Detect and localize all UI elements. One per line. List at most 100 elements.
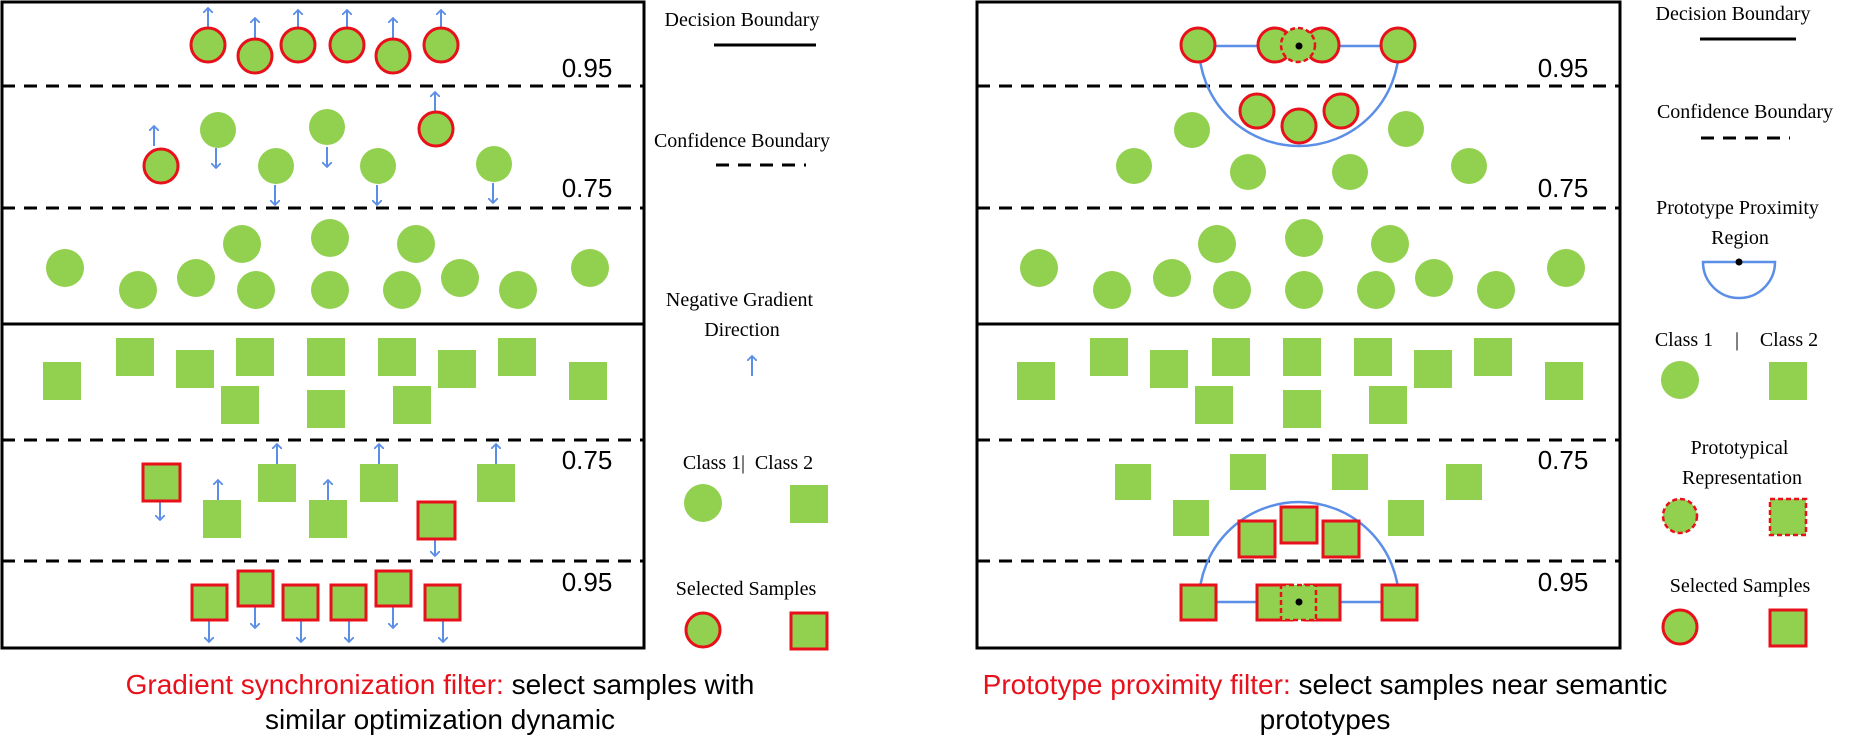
- right-legend: Decision Boundary Confidence Boundary Pr…: [1655, 3, 1833, 648]
- legend-prototype-square: [1768, 497, 1808, 537]
- sample-circle: [223, 225, 261, 263]
- sample-circle: [1547, 249, 1585, 287]
- sample-square: [1283, 338, 1321, 376]
- left-bottom-selected-squares: [190, 569, 462, 642]
- sample-square: [1332, 454, 1368, 490]
- right-threshold-top: 0.95: [1538, 53, 1589, 83]
- right-top-proximity-region: [1179, 26, 1417, 148]
- sample-square: [1414, 350, 1452, 388]
- right-panel: 0.95 0.75 0.75 0.95: [975, 0, 1622, 650]
- sample-circle: [309, 109, 345, 145]
- sample-circle: [1451, 148, 1487, 184]
- left-top-selected-circles: [189, 8, 460, 75]
- sample-square-selected: [374, 569, 413, 608]
- legend-class-1-circle: [1661, 361, 1699, 399]
- sample-square: [1212, 338, 1250, 376]
- sample-square: [116, 338, 154, 376]
- sample-square: [569, 362, 607, 400]
- sample-circle: [1388, 111, 1424, 147]
- sample-circle: [1116, 148, 1152, 184]
- legend-selected-circle: [684, 611, 722, 649]
- sample-square: [1545, 362, 1583, 400]
- legend-confidence-boundary-label: Confidence Boundary: [654, 130, 830, 152]
- legend-selected-samples-label: Selected Samples: [1670, 575, 1811, 597]
- sample-circle: [258, 148, 294, 184]
- sample-circle: [1357, 271, 1395, 309]
- sample-square: [1017, 362, 1055, 400]
- sample-circle: [441, 259, 479, 297]
- left-panel: 0.95 0.75 0.75 0.95: [0, 0, 646, 650]
- right-fourth-band-squares: [1017, 338, 1583, 428]
- legend-class-separator: |: [741, 452, 745, 474]
- sample-square: [360, 464, 398, 502]
- sample-square: [1283, 390, 1321, 428]
- sample-circle: [1371, 225, 1409, 263]
- legend-class-2-square: [1769, 362, 1807, 400]
- sample-square-selected: [1237, 519, 1277, 559]
- sample-circle-selected: [1238, 92, 1276, 130]
- right-second-band-circles: [1116, 111, 1487, 190]
- sample-square: [258, 464, 296, 502]
- sample-circle-selected: [1280, 107, 1318, 145]
- sample-square-selected: [1321, 519, 1361, 559]
- legend-class-1-circle: [684, 484, 722, 522]
- sample-circle: [1020, 249, 1058, 287]
- sample-square: [498, 338, 536, 376]
- sample-circle-selected: [1379, 26, 1417, 64]
- left-fifth-band-squares: [141, 444, 515, 556]
- left-third-band-circles: [46, 219, 609, 309]
- left-threshold-top: 0.95: [562, 53, 613, 83]
- sample-circle: [1285, 271, 1323, 309]
- right-fifth-band-squares: [1115, 454, 1482, 536]
- sample-square: [477, 464, 515, 502]
- left-threshold-lower: 0.75: [562, 445, 613, 475]
- sample-square: [378, 338, 416, 376]
- sample-square-selected: [1279, 505, 1319, 545]
- sample-square-selected: [141, 462, 182, 503]
- sample-square-selected: [1380, 583, 1419, 622]
- legend-selected-circle: [1661, 608, 1699, 646]
- sample-circle: [360, 148, 396, 184]
- right-bottom-proximity-region: [1179, 500, 1419, 622]
- sample-circle: [237, 271, 275, 309]
- sample-circle-selected: [236, 37, 274, 75]
- sample-circle: [476, 146, 512, 182]
- left-legend: Decision Boundary Confidence Boundary Ne…: [654, 9, 830, 651]
- sample-square: [1354, 338, 1392, 376]
- legend-negative-gradient-label: Negative Gradient Direction: [666, 289, 818, 341]
- legend-proximity-center-dot: [1735, 258, 1743, 266]
- right-threshold-upper: 0.75: [1538, 173, 1589, 203]
- sample-square: [236, 338, 274, 376]
- sample-square: [1150, 350, 1188, 388]
- sample-square: [393, 386, 431, 424]
- sample-circle-selected: [422, 26, 460, 64]
- sample-circle-selected: [279, 26, 317, 64]
- left-fourth-band-squares: [43, 338, 607, 428]
- sample-circle: [397, 225, 435, 263]
- sample-square-selected: [281, 583, 320, 622]
- sample-square: [307, 390, 345, 428]
- sample-circle: [1093, 271, 1131, 309]
- sample-square: [203, 500, 241, 538]
- legend-selected-square: [789, 611, 829, 651]
- sample-circle: [1174, 112, 1210, 148]
- sample-circle: [311, 271, 349, 309]
- sample-circle: [383, 271, 421, 309]
- right-caption-title: Prototype proximity filter:: [982, 669, 1291, 700]
- legend-class-1-label: Class 1: [1655, 329, 1713, 351]
- prototype-center-dot: [1295, 42, 1303, 50]
- legend-prototype-proximity-label: Prototype Proximity Region: [1656, 197, 1824, 249]
- right-caption-line-2: prototypes: [890, 702, 1760, 738]
- legend-selected-samples-label: Selected Samples: [676, 578, 817, 600]
- sample-circle: [1415, 259, 1453, 297]
- sample-circle-selected: [1322, 92, 1360, 130]
- sample-square: [1230, 454, 1266, 490]
- legend-decision-boundary-label: Decision Boundary: [1656, 3, 1811, 25]
- sample-circle: [1198, 225, 1236, 263]
- legend-prototype-circle: [1661, 497, 1699, 535]
- proximity-region-bottom: [1197, 500, 1401, 604]
- sample-square: [438, 350, 476, 388]
- sample-square: [1474, 338, 1512, 376]
- sample-square: [1090, 338, 1128, 376]
